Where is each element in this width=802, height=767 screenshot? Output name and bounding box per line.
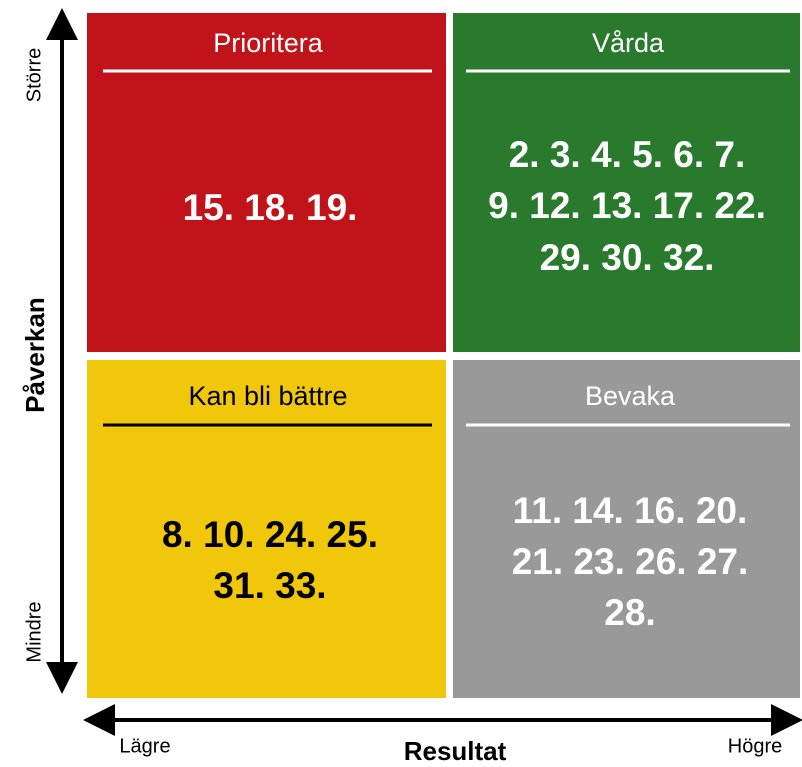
quadrant-title: Kan bli bättre [188, 381, 347, 411]
y-axis-top: Större [23, 48, 45, 102]
quadrant-varda [453, 13, 800, 352]
quadrant-kan-bli-battre [87, 360, 446, 698]
quadrant-title: Bevaka [585, 381, 676, 411]
quadrant-prioritera [87, 13, 446, 352]
quadrant-items: 29. 30. 32. [540, 237, 715, 278]
quadrant-items: 2. 3. 4. 5. 6. 7. [509, 134, 746, 175]
quadrant-title: Prioritera [213, 28, 324, 58]
quadrant-items: 8. 10. 24. 25. [162, 514, 378, 555]
quadrant-bevaka [453, 360, 800, 698]
x-axis-right: Högre [728, 735, 782, 757]
quadrant-items: 31. 33. [213, 565, 326, 606]
x-axis-label: Resultat [404, 736, 507, 766]
quadrant-items: 21. 23. 26. 27. [512, 541, 749, 582]
y-axis-label: Påverkan [20, 297, 50, 413]
y-axis-bottom: Mindre [23, 601, 45, 662]
quadrant-title: Vårda [592, 28, 665, 58]
quadrant-items: 9. 12. 13. 17. 22. [488, 185, 766, 226]
quadrant-items: 15. 18. 19. [183, 187, 358, 228]
x-axis-left: Lägre [119, 735, 170, 757]
quadrant-items: 11. 14. 16. 20. [513, 490, 748, 531]
quadrant-items: 28. [604, 592, 655, 633]
